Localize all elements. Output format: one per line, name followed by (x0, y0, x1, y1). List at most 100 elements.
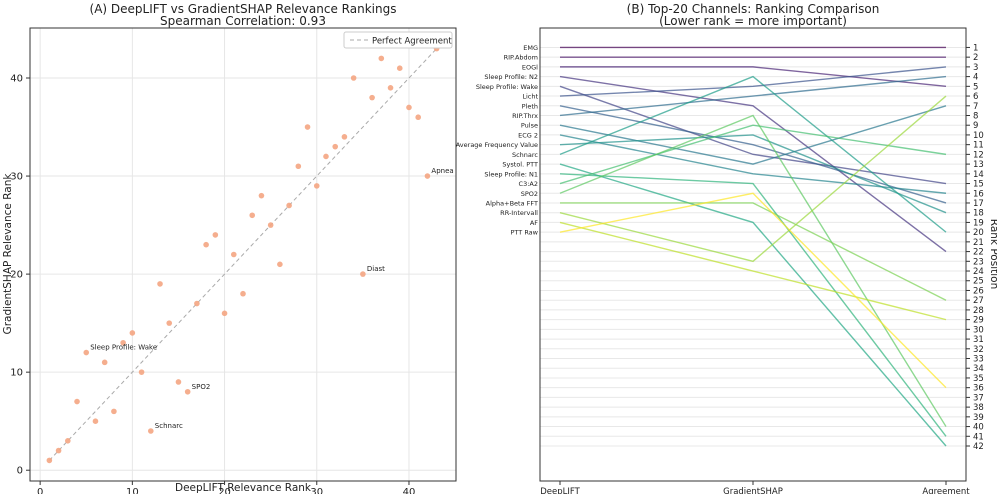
point (369, 94, 375, 101)
y-tick-label: 23 (973, 257, 984, 267)
y-tick-label: 12 (973, 150, 984, 160)
point (396, 65, 403, 72)
series-label: Schnarc (512, 151, 538, 159)
point (129, 330, 136, 336)
y-tick-label: 0 (17, 466, 23, 477)
series-label: Licht (522, 93, 538, 101)
series-line (559, 124, 947, 185)
series-line (559, 105, 947, 165)
x-tick-label: 0 (37, 487, 43, 494)
point (258, 192, 265, 199)
chart-subtitle: Spearman Correlation: 0.93 (160, 14, 326, 28)
point (378, 55, 385, 62)
series-label: RIP.Thrx (512, 112, 538, 120)
series-label: Average Frequency Value (456, 141, 538, 149)
series-label: SPO2 (521, 190, 538, 198)
series-line (559, 75, 947, 253)
point (175, 379, 182, 385)
point (184, 388, 191, 395)
y-tick-label: 39 (973, 413, 984, 423)
series-line (559, 221, 947, 321)
y-tick-label: 15 (973, 180, 984, 190)
annotation: Apnea (431, 167, 453, 175)
point (415, 114, 421, 121)
y-tick-label: 25 (973, 277, 984, 287)
y-tick-label: 22 (973, 248, 984, 258)
y-tick-label: 29 (973, 316, 984, 326)
y-tick-label: 5 (973, 82, 978, 92)
x-tick-label: DeepLIFT (540, 487, 580, 494)
point (101, 359, 108, 366)
y-tick-label: 4 (973, 73, 978, 83)
annotation: Diast (367, 265, 385, 273)
point (203, 241, 209, 248)
series-line (559, 134, 947, 214)
series-label: ECG 2 (518, 131, 538, 139)
point (46, 457, 53, 464)
series-label: C3:A2 (519, 180, 538, 188)
y-tick-label: 19 (973, 218, 984, 228)
y-tick-label: 30 (10, 172, 23, 183)
y-tick-label: 33 (973, 355, 984, 365)
y-tick-label: 14 (973, 170, 984, 180)
y-tick-label: 42 (973, 442, 984, 452)
y-tick-label: 32 (973, 345, 984, 355)
point (277, 261, 283, 268)
series-label: Pleth (522, 102, 538, 110)
series-line (559, 66, 947, 97)
series-line (559, 75, 947, 117)
annotation: SPO2 (192, 383, 211, 391)
y-tick-label: 28 (973, 306, 984, 316)
y-tick-label: 40 (10, 74, 23, 85)
point (166, 320, 173, 326)
series-label: EMG (523, 44, 538, 52)
annotation: Schnarc (155, 422, 183, 430)
plot-frame (29, 27, 457, 482)
point (387, 85, 394, 91)
plot-frame (539, 27, 967, 482)
chart-title: (A) DeepLIFT vs GradientSHAP Relevance R… (90, 2, 397, 16)
y-tick-label: 8 (973, 111, 978, 121)
point (295, 163, 302, 170)
point (249, 212, 256, 219)
y-axis-label: GradientSHAP Relevance Rank (2, 173, 14, 335)
y-tick-label: 37 (973, 393, 984, 403)
series-label: Sleep Profile: N1 (484, 170, 538, 178)
series-line (560, 202, 947, 301)
y-tick-label: 6 (973, 92, 978, 102)
series-label: Alpha+Beta FFT (486, 199, 538, 207)
point (111, 408, 117, 415)
series-label: Sleep Profile: N2 (484, 73, 538, 81)
point (55, 447, 62, 454)
point (212, 232, 219, 238)
y-tick-label: 24 (973, 267, 984, 277)
series-label: AF (530, 219, 538, 227)
series-line (559, 75, 947, 233)
series-label: Systol. PTT (502, 161, 538, 169)
x-tick-label: Agreement (922, 487, 970, 494)
series-label: EOGl (522, 63, 538, 71)
y-tick-label: 20 (10, 270, 23, 281)
point (332, 143, 339, 150)
legend-box (343, 31, 453, 49)
y-tick-label: 35 (973, 374, 984, 384)
chart-title: (B) Top-20 Channels: Ranking Comparison (627, 2, 880, 16)
point (138, 369, 145, 375)
point (65, 437, 71, 444)
point (406, 104, 412, 111)
point (323, 153, 329, 160)
y-tick-label: 40 (973, 423, 984, 433)
point (230, 251, 237, 258)
series-label: Sleep Profile: Wake (476, 83, 538, 91)
point (92, 418, 99, 424)
y-tick-label: 41 (973, 432, 984, 442)
x-tick-label: 20 (218, 487, 231, 494)
point (157, 281, 163, 287)
point (360, 271, 366, 277)
point (194, 300, 200, 307)
reference-line (48, 48, 438, 461)
y-tick-label: 17 (973, 199, 984, 209)
series-line (559, 192, 947, 389)
y-axis-label: Rank Position (988, 219, 997, 289)
point (74, 398, 80, 405)
